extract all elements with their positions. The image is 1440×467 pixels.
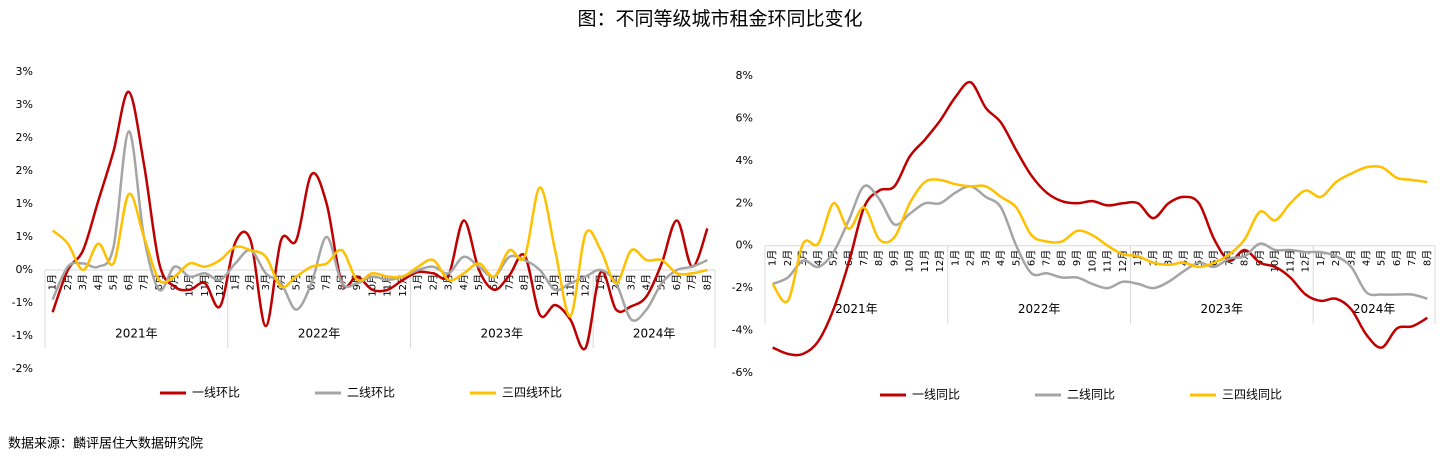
y-tick-label: -1% [12, 329, 33, 342]
series-line [51, 130, 708, 322]
legend-label: 二线环比 [347, 386, 395, 400]
x-tick-label: 11月 [1284, 250, 1296, 273]
x-tick-label: 4月 [92, 274, 104, 290]
x-tick-label: 9月 [1071, 250, 1083, 266]
x-tick-label: 1月 [229, 274, 241, 290]
x-tick-label: 2月 [782, 250, 794, 266]
y-tick-label: 2% [736, 196, 753, 209]
x-tick-label: 12月 [934, 250, 946, 273]
x-tick-label: 6月 [123, 274, 135, 290]
x-tick-label: 6月 [488, 274, 500, 290]
x-tick-label: 5月 [1376, 250, 1388, 266]
x-tick-label: 11月 [199, 274, 211, 297]
x-tick-label: 12月 [1300, 250, 1312, 273]
x-tick-label: 9月 [888, 250, 900, 266]
series-line [772, 80, 1429, 357]
x-tick-label: 4月 [1360, 250, 1372, 266]
y-tick-label: 1% [16, 230, 33, 243]
x-group-label: 2022年 [1018, 302, 1061, 316]
series-line [51, 186, 708, 318]
x-tick-label: 2月 [245, 274, 257, 290]
x-tick-label: 6月 [1025, 250, 1037, 266]
x-tick-label: 8月 [701, 274, 713, 290]
x-tick-label: 2月 [965, 250, 977, 266]
y-tick-label: 2% [16, 131, 33, 144]
x-tick-label: 8月 [1421, 250, 1433, 266]
x-tick-label: 5月 [108, 274, 120, 290]
legend-label: 二线同比 [1067, 388, 1115, 402]
y-tick-label: 0% [736, 239, 753, 252]
x-tick-label: 7月 [321, 274, 333, 290]
x-tick-label: 5月 [828, 250, 840, 266]
x-tick-label: 3月 [1163, 250, 1175, 266]
x-tick-label: 10月 [1086, 250, 1098, 273]
x-tick-label: 11月 [1102, 250, 1114, 273]
y-tick-label: -1% [12, 296, 33, 309]
x-tick-label: 1月 [47, 274, 59, 290]
y-tick-label: 3% [16, 65, 33, 78]
x-group-label: 2021年 [115, 327, 158, 341]
y-tick-label: -2% [12, 362, 33, 375]
x-tick-label: 1月 [412, 274, 424, 290]
x-tick-label: 11月 [919, 250, 931, 273]
x-tick-label: 1月 [949, 250, 961, 266]
y-tick-label: 8% [736, 69, 753, 82]
x-tick-label: 4月 [640, 274, 652, 290]
y-tick-label: 2% [16, 164, 33, 177]
x-tick-label: 1月 [1132, 250, 1144, 266]
y-tick-label: 4% [736, 154, 753, 167]
x-tick-label: 12月 [580, 274, 592, 297]
x-tick-label: 7月 [858, 250, 870, 266]
x-tick-label: 8月 [1056, 250, 1068, 266]
legend-label: 三四线同比 [1222, 388, 1282, 402]
x-tick-label: 9月 [1254, 250, 1266, 266]
x-group-label: 2024年 [633, 327, 676, 341]
x-tick-label: 7月 [138, 274, 150, 290]
source-note: 数据来源：麟评居住大数据研究院 [8, 436, 203, 452]
legend-label: 一线同比 [912, 388, 960, 402]
series-line [771, 164, 1428, 304]
y-tick-label: 3% [16, 98, 33, 111]
x-group-label: 2023年 [481, 327, 524, 341]
series-line [772, 184, 1428, 300]
x-tick-label: 3月 [77, 274, 89, 290]
legend-label: 三四线环比 [502, 386, 562, 400]
x-tick-label: 4月 [812, 250, 824, 266]
y-tick-label: 1% [16, 197, 33, 210]
x-tick-label: 9月 [534, 274, 546, 290]
x-tick-label: 10月 [904, 250, 916, 273]
x-group-label: 2024年 [1353, 302, 1396, 316]
y-tick-label: -4% [732, 324, 753, 337]
legend-label: 一线环比 [192, 386, 240, 400]
series-line [51, 90, 709, 351]
x-tick-label: 8月 [873, 250, 885, 266]
x-tick-label: 7月 [1041, 250, 1053, 266]
x-group-label: 2023年 [1201, 302, 1244, 316]
x-tick-label: 6月 [1391, 250, 1403, 266]
x-tick-label: 3月 [625, 274, 637, 290]
x-tick-label: 3月 [260, 274, 272, 290]
x-tick-label: 6月 [671, 274, 683, 290]
x-tick-label: 7月 [1406, 250, 1418, 266]
x-tick-label: 3月 [980, 250, 992, 266]
x-group-label: 2022年 [298, 327, 341, 341]
page-title: 图：不同等级城市租金环同比变化 [577, 8, 862, 30]
x-tick-label: 7月 [686, 274, 698, 290]
x-tick-label: 1月 [767, 250, 779, 266]
y-tick-label: 6% [736, 111, 753, 124]
x-tick-label: 4月 [995, 250, 1007, 266]
x-group-label: 2021年 [835, 302, 878, 316]
x-tick-label: 8月 [519, 274, 531, 290]
x-tick-label: 3月 [1345, 250, 1357, 266]
y-tick-label: -6% [732, 366, 753, 379]
x-tick-label: 2月 [427, 274, 439, 290]
y-tick-label: 0% [16, 263, 33, 276]
x-tick-label: 11月 [564, 274, 576, 297]
x-tick-label: 4月 [458, 274, 470, 290]
x-tick-label: 12月 [397, 274, 409, 297]
y-tick-label: -2% [732, 281, 753, 294]
